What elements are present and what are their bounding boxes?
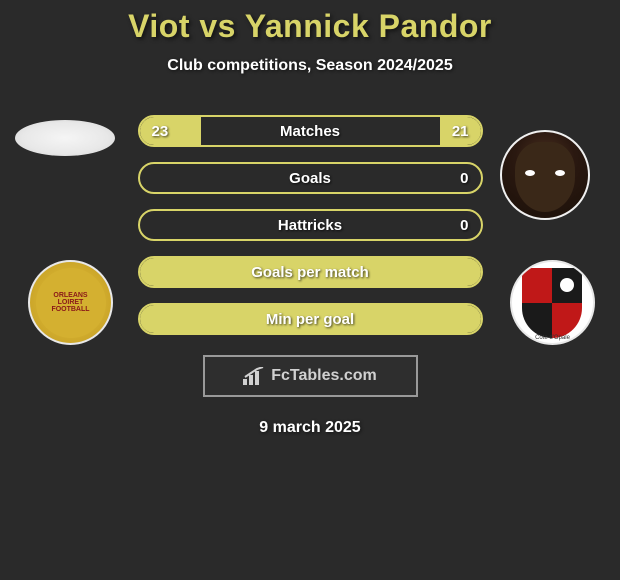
club-left-line1: ORLEANS (53, 292, 87, 299)
club-left-inner: ORLEANS LOIRET FOOTBALL (36, 268, 106, 338)
stats-list: 23 Matches 21 Goals 0 Hattricks 0 Goals per mat… (138, 115, 483, 335)
club-right-badge: Côte d'Opale (510, 260, 595, 345)
watermark: FcTables.com (203, 355, 418, 397)
stat-label: Goals (289, 170, 331, 187)
comparison-card: Viot vs Yannick Pandor Club competitions… (0, 0, 620, 437)
stat-bar-left (140, 117, 201, 145)
stat-value-right: 21 (452, 123, 469, 140)
club-left-badge: ORLEANS LOIRET FOOTBALL (28, 260, 113, 345)
stat-label: Min per goal (266, 311, 354, 328)
player-right-avatar (500, 130, 590, 220)
date-label: 9 march 2025 (0, 419, 620, 437)
stat-value-left: 23 (152, 123, 169, 140)
shield-icon (522, 268, 582, 338)
club-left-line2: LOIRET (58, 299, 84, 306)
chart-icon (243, 367, 265, 385)
watermark-text: FcTables.com (271, 367, 377, 385)
face-graphic (515, 142, 575, 212)
stat-value-right: 0 (460, 217, 468, 234)
player-left-avatar (15, 120, 115, 156)
subtitle: Club competitions, Season 2024/2025 (0, 57, 620, 75)
stat-row: Goals 0 (138, 162, 483, 194)
page-title: Viot vs Yannick Pandor (0, 8, 620, 45)
stat-label: Hattricks (278, 217, 342, 234)
stat-label: Goals per match (251, 264, 369, 281)
stat-value-right: 0 (460, 170, 468, 187)
stat-row: 23 Matches 21 (138, 115, 483, 147)
stat-label: Matches (280, 123, 340, 140)
stat-row: Min per goal (138, 303, 483, 335)
club-right-bottom-text: Côte d'Opale (512, 335, 593, 341)
club-left-line3: FOOTBALL (51, 306, 89, 313)
stat-row: Hattricks 0 (138, 209, 483, 241)
stat-row: Goals per match (138, 256, 483, 288)
